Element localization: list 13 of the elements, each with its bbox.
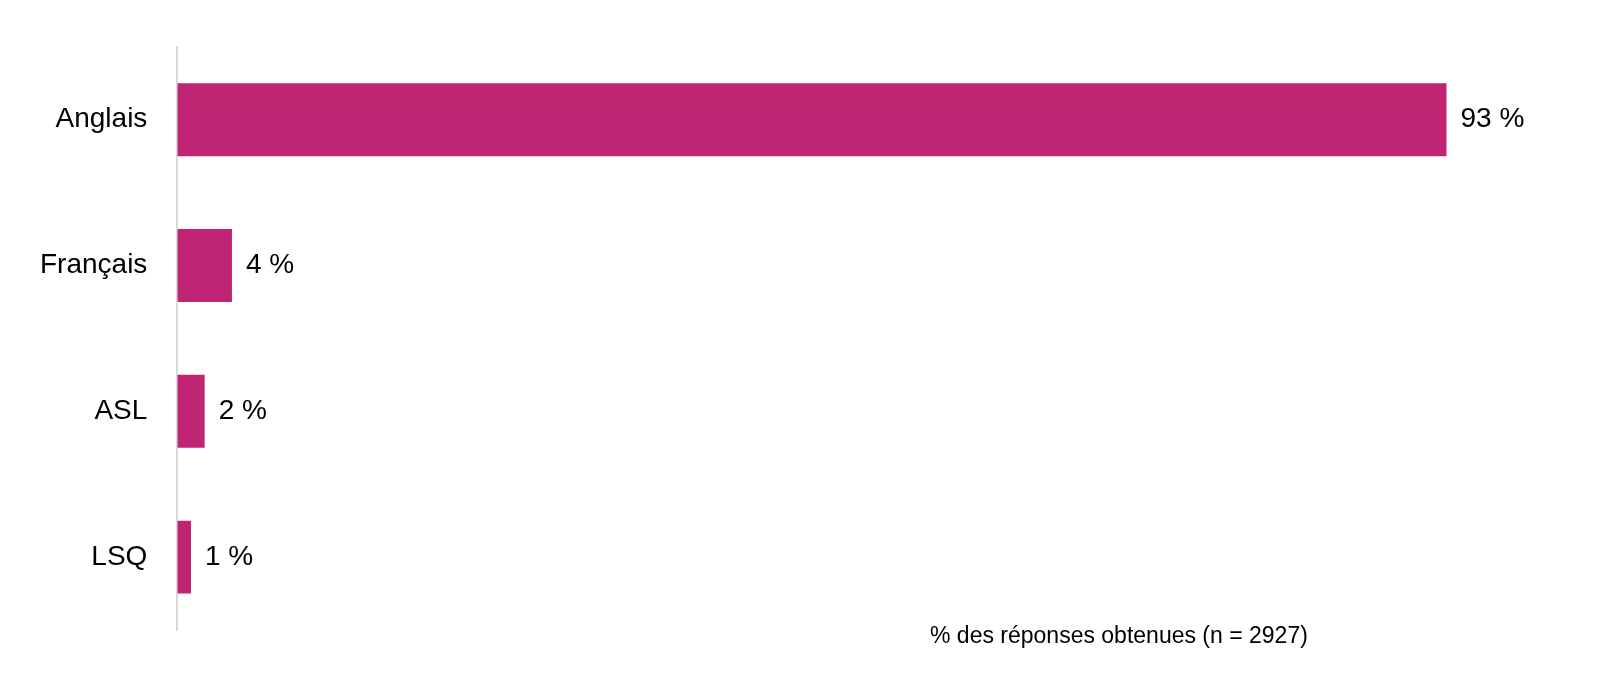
- bar: [177, 229, 232, 302]
- y-tick-label: ASL: [94, 394, 148, 426]
- data-label: 2 %: [218, 394, 267, 426]
- bar: [177, 83, 1447, 157]
- bar: [177, 374, 205, 448]
- data-label: 4 %: [245, 248, 295, 280]
- y-tick-label: Français: [39, 248, 148, 280]
- y-tick-label: Anglais: [55, 102, 148, 134]
- data-label: 93 %: [1460, 102, 1525, 134]
- data-label: 1 %: [205, 539, 254, 571]
- bar: [177, 520, 192, 594]
- y-tick-label: LSQ: [91, 539, 148, 571]
- annotation: % des réponses obtenues (n = 2927): [930, 622, 1308, 649]
